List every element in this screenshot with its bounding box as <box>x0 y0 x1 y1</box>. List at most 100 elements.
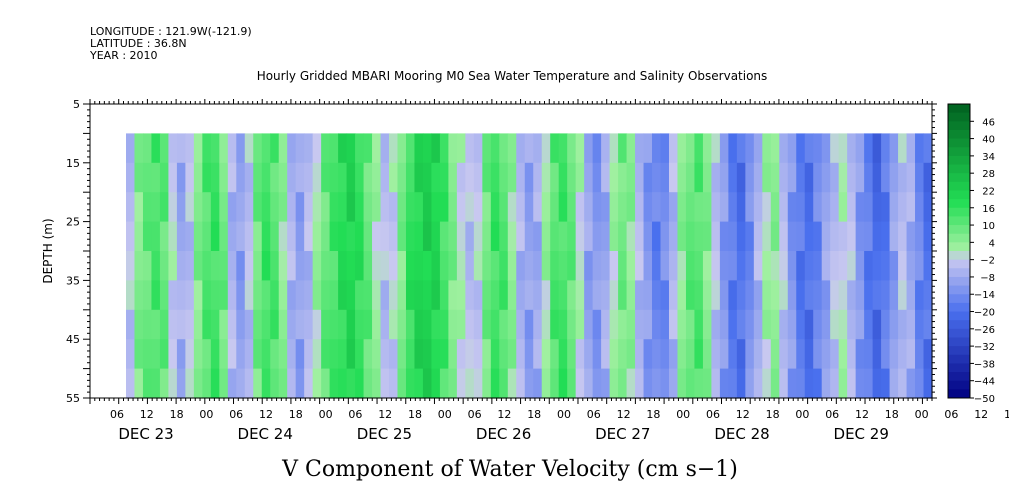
heatmap-cell <box>635 133 645 164</box>
heatmap-cell <box>134 280 144 311</box>
heatmap-cell <box>796 280 806 311</box>
heatmap-cell <box>295 280 305 311</box>
heatmap-cell <box>244 280 254 311</box>
heatmap-cell <box>889 368 899 399</box>
heatmap-cell <box>813 339 823 370</box>
heatmap-cell <box>779 192 789 223</box>
heatmap-cell <box>830 133 840 164</box>
heatmap-cell <box>643 133 653 164</box>
heatmap-cell <box>456 251 466 281</box>
colorbar-swatch <box>948 138 970 148</box>
heatmap-cell <box>677 221 687 252</box>
heatmap-cell <box>923 192 933 223</box>
heatmap-cell <box>550 162 560 193</box>
heatmap-cell <box>236 221 246 252</box>
heatmap-cell <box>770 368 780 399</box>
heatmap-cell <box>592 280 602 311</box>
heatmap-cell <box>601 221 611 252</box>
heatmap-cell <box>838 368 848 399</box>
heatmap-cell <box>185 368 195 399</box>
heatmap-cell <box>677 368 687 399</box>
heatmap-cell <box>355 339 365 370</box>
heatmap-cell <box>499 133 509 164</box>
heatmap-cell <box>601 309 611 340</box>
heatmap-cell <box>312 280 322 311</box>
heatmap-cell <box>253 309 263 340</box>
heatmap-cell <box>168 368 178 399</box>
heatmap-cell <box>635 339 645 370</box>
heatmap-cell <box>516 251 526 281</box>
heatmap-cell <box>685 309 696 340</box>
heatmap-cell <box>652 309 662 340</box>
heatmap-cell <box>923 339 933 370</box>
heatmap-cell <box>855 162 865 193</box>
heatmap-cell <box>618 251 628 281</box>
colorbar-swatch <box>948 346 970 356</box>
heatmap-cell <box>236 162 246 193</box>
heatmap-cell <box>685 251 696 281</box>
heatmap-cell <box>516 309 526 340</box>
heatmap-cell <box>346 309 356 340</box>
heatmap-cell <box>719 368 729 399</box>
colorbar-swatch <box>948 242 970 252</box>
heatmap-cell <box>465 339 475 370</box>
heatmap-cell <box>643 339 653 370</box>
heatmap-cell <box>499 221 509 252</box>
heatmap-cell <box>295 133 305 164</box>
heatmap-cell <box>236 133 246 164</box>
heatmap-cell <box>753 221 763 252</box>
heatmap-cell <box>134 251 144 281</box>
heatmap-cell <box>236 280 246 311</box>
heatmap-cell <box>915 368 925 399</box>
heatmap-cell <box>507 280 517 311</box>
heatmap-cell <box>719 251 729 281</box>
heatmap-cell <box>431 162 441 193</box>
heatmap-cell <box>219 309 229 340</box>
heatmap-cell <box>312 162 322 193</box>
heatmap-cell <box>397 339 407 370</box>
heatmap-cell <box>414 339 424 370</box>
heatmap-cell <box>499 309 509 340</box>
heatmap-cell <box>253 221 263 252</box>
heatmap-cell <box>584 192 594 223</box>
heatmap-cell <box>176 162 186 193</box>
heatmap-cell <box>312 309 322 340</box>
heatmap-cell <box>821 162 831 193</box>
heatmap-cell <box>821 280 831 311</box>
heatmap-cell <box>159 309 170 340</box>
heatmap-cell <box>626 192 636 223</box>
heatmap-cell <box>626 339 636 370</box>
heatmap-cell <box>261 162 271 193</box>
heatmap-cell <box>244 192 254 223</box>
heatmap-cell <box>414 368 424 399</box>
heatmap-cell <box>397 251 407 281</box>
heatmap-cell <box>685 162 696 193</box>
heatmap-cell <box>685 192 696 223</box>
heatmap-cell <box>227 133 237 164</box>
heatmap-cell <box>312 251 322 281</box>
heatmap-cell <box>533 280 543 311</box>
heatmap-cell <box>236 309 246 340</box>
heatmap-cell <box>287 280 297 311</box>
heatmap-cell <box>355 221 365 252</box>
heatmap-cell <box>405 162 416 193</box>
heatmap-cell <box>592 133 602 164</box>
heatmap-cell <box>499 339 509 370</box>
heatmap-cell <box>550 133 560 164</box>
heatmap-cell <box>872 280 882 311</box>
heatmap-cell <box>915 339 925 370</box>
heatmap-cell <box>219 339 229 370</box>
heatmap-cell <box>804 339 814 370</box>
heatmap-cell <box>185 280 195 311</box>
heatmap-cell <box>236 251 246 281</box>
heatmap-cell <box>830 339 840 370</box>
heatmap-cell <box>380 309 390 340</box>
heatmap-cell <box>864 221 874 252</box>
heatmap-cell <box>389 221 399 252</box>
heatmap-cell <box>287 162 297 193</box>
heatmap-cell <box>126 251 136 281</box>
heatmap-cell <box>490 368 500 399</box>
colorbar-swatch <box>948 155 970 166</box>
heatmap-cell <box>558 162 568 193</box>
heatmap-cell <box>584 339 594 370</box>
